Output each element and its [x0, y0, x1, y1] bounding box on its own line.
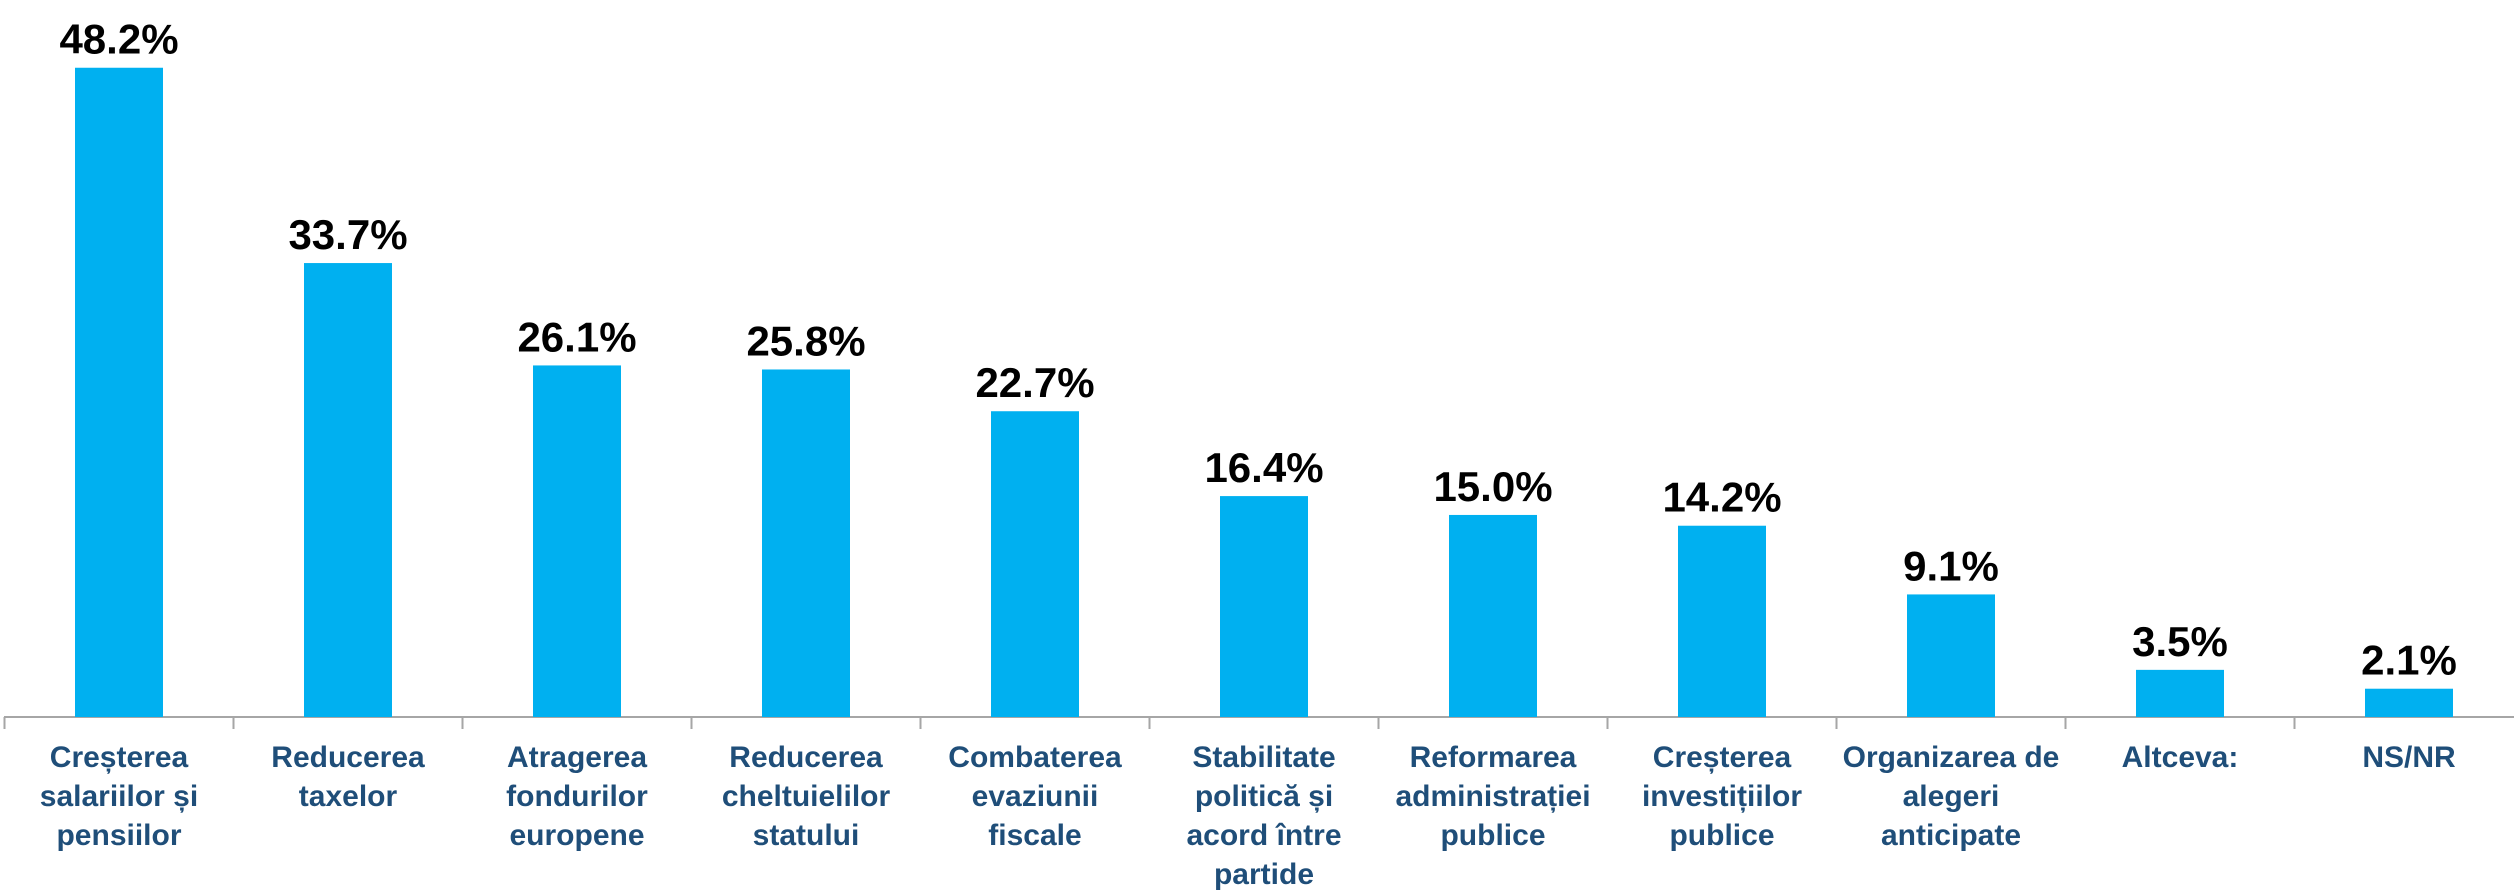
value-label: 16.4%	[1204, 444, 1323, 491]
value-label: 14.2%	[1662, 474, 1781, 521]
x-tick-label: Atragerea fondurilor europene	[506, 741, 648, 852]
bar	[1678, 525, 1766, 717]
bar	[2365, 688, 2453, 717]
x-tick-label: Combaterea evaziunii fiscale	[948, 741, 1122, 852]
value-label: 15.0%	[1433, 463, 1552, 510]
bar	[762, 369, 850, 717]
x-tick-label: NS/NR	[2362, 741, 2456, 774]
x-tick-label: Stabilitate politică și acord între part…	[1186, 741, 1342, 891]
value-label: 3.5%	[2132, 618, 2228, 665]
value-label: 9.1%	[1903, 542, 1999, 589]
value-label: 2.1%	[2361, 637, 2457, 684]
x-tick-label: Creșterea investițiilor publice	[1641, 741, 1803, 852]
value-label: 26.1%	[517, 313, 636, 360]
x-tick-label: Reformarea administrației publice	[1395, 741, 1591, 852]
bar	[75, 67, 163, 718]
x-tick-label: Reducerea cheltuielilor statului	[721, 741, 891, 852]
x-tick-label: Altceva:	[2121, 741, 2239, 774]
value-label: 48.2%	[59, 16, 178, 63]
value-label: 33.7%	[288, 211, 407, 258]
bar	[304, 263, 392, 717]
x-tick-label: Creșterea salariilor și pensiilor	[39, 741, 199, 852]
x-tick-label: Organizarea de alegeri anticipate	[1842, 741, 2060, 852]
bar	[1449, 514, 1537, 717]
bar	[2136, 669, 2224, 717]
bar	[533, 365, 621, 717]
bar	[991, 411, 1079, 717]
bar	[1907, 594, 1995, 717]
value-label: 22.7%	[975, 359, 1094, 406]
bar	[1220, 496, 1308, 717]
value-label: 25.8%	[746, 317, 865, 364]
x-tick-label: Reducerea taxelor	[271, 741, 425, 813]
